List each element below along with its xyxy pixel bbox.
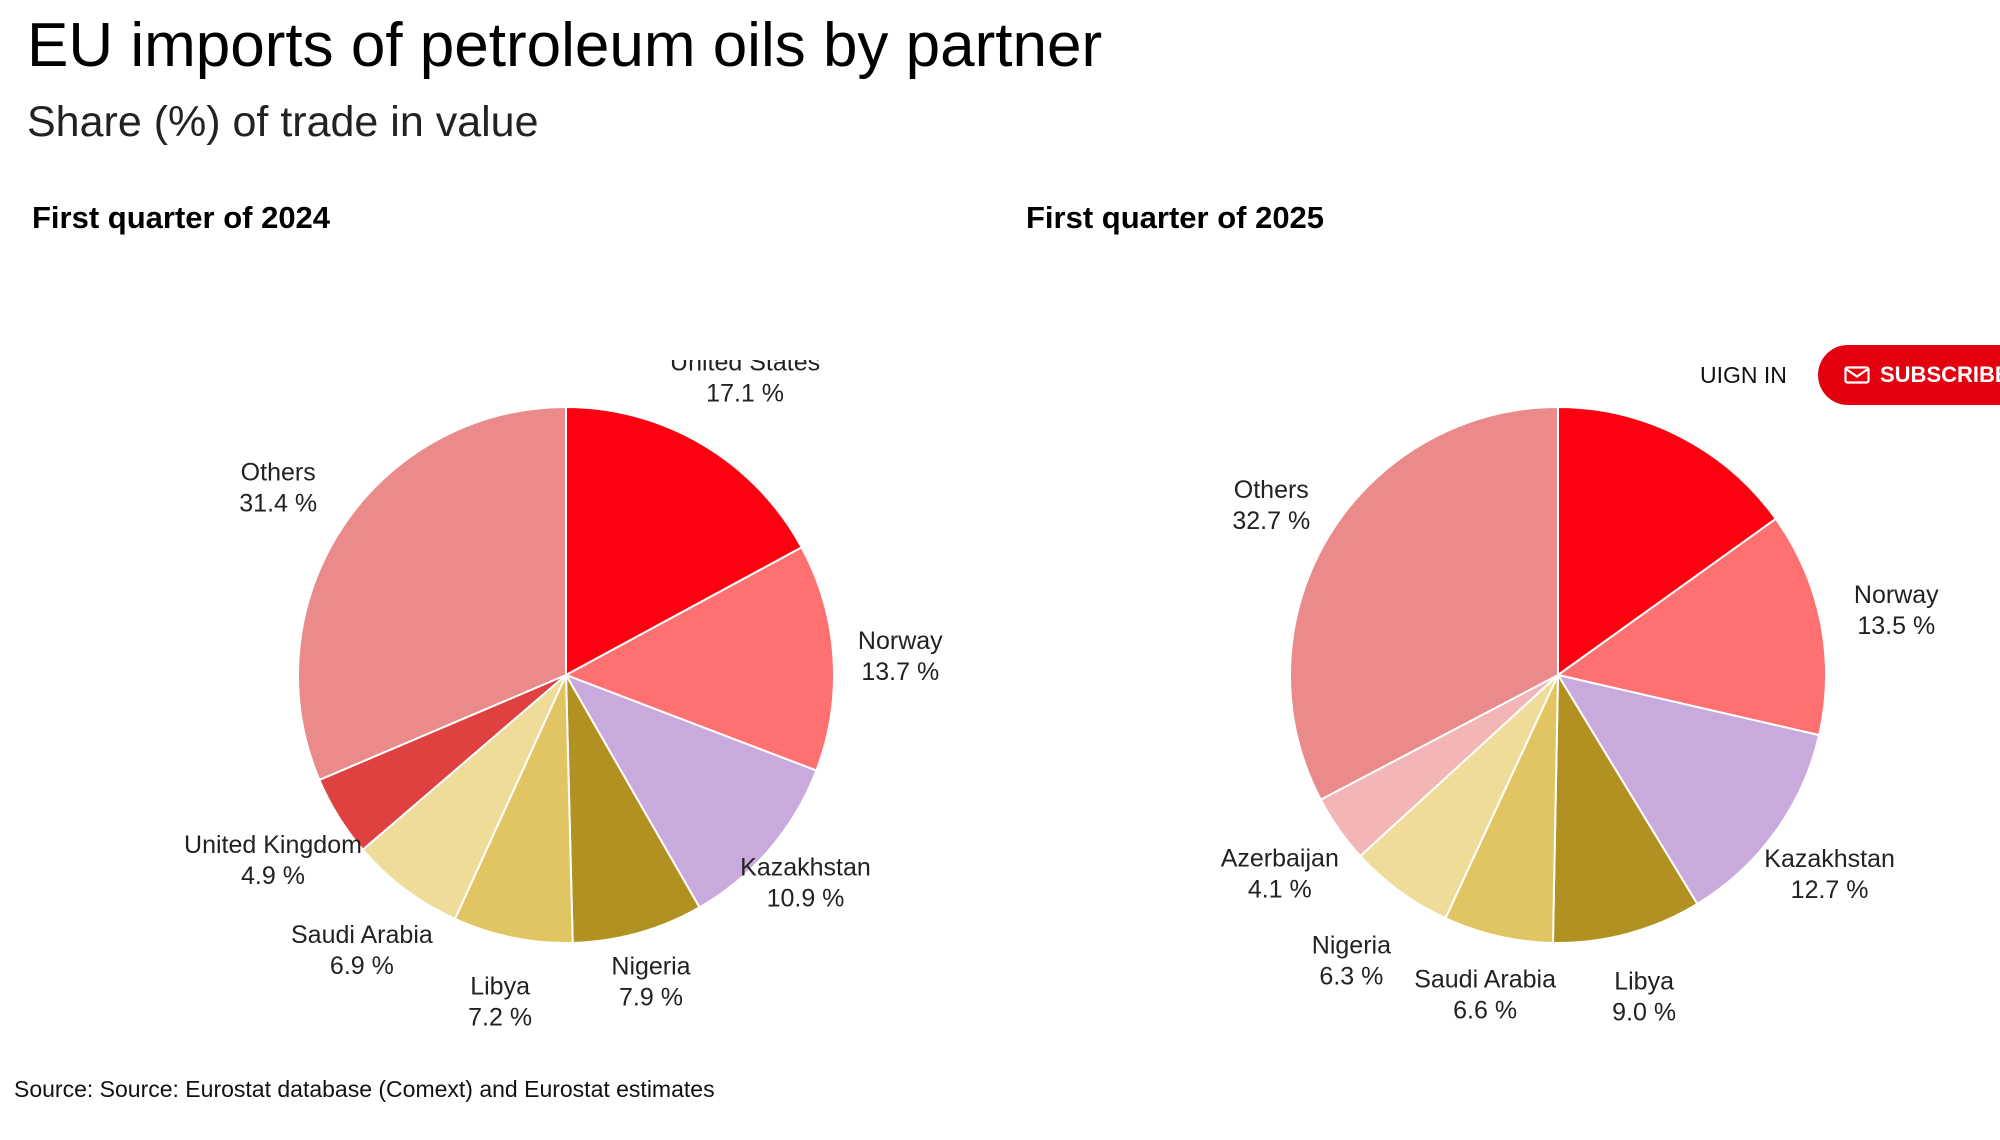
sign-in-link[interactable]: UIGN IN bbox=[1700, 362, 1787, 388]
slice-label-nigeria: Nigeria bbox=[611, 952, 690, 980]
slice-label-libya: Libya bbox=[470, 972, 530, 1000]
pie-title-2024: First quarter of 2024 bbox=[32, 200, 331, 235]
slice-value-libya: 9.0 % bbox=[1612, 999, 1676, 1027]
slice-value-libya: 7.2 % bbox=[468, 1003, 532, 1031]
slice-value-united-kingdom: 4.9 % bbox=[241, 862, 305, 890]
slice-label-saudi-arabia: Saudi Arabia bbox=[291, 921, 433, 949]
slice-value-kazakhstan: 10.9 % bbox=[767, 885, 845, 913]
slice-label-kazakhstan: Kazakhstan bbox=[1764, 845, 1895, 873]
pie-title-2025: First quarter of 2025 bbox=[1026, 200, 1325, 235]
slice-value-nigeria: 7.9 % bbox=[619, 983, 683, 1011]
slice-label-norway: Norway bbox=[1854, 581, 1939, 609]
slice-value-saudi-arabia: 6.9 % bbox=[330, 952, 394, 980]
slice-label-norway: Norway bbox=[858, 627, 943, 655]
source-note: Source: Source: Eurostat database (Comex… bbox=[14, 1076, 715, 1102]
chart-subtitle: Share (%) of trade in value bbox=[27, 98, 539, 146]
slice-value-others: 31.4 % bbox=[239, 490, 317, 518]
slice-value-nigeria: 6.3 % bbox=[1319, 963, 1383, 991]
pie-slice-saudi-arabia bbox=[361, 674, 567, 921]
slice-label-libya: Libya bbox=[1614, 968, 1674, 996]
mail-icon bbox=[1844, 366, 1870, 384]
pie-slice-kazakhstan bbox=[563, 673, 818, 909]
pie-slice-united-states bbox=[1557, 405, 1778, 677]
slice-value-azerbaijan: 4.1 % bbox=[1248, 876, 1312, 904]
slice-label-kazakhstan: Kazakhstan bbox=[740, 854, 871, 882]
slice-value-united-states: 17.1 % bbox=[706, 379, 784, 407]
slice-value-kazakhstan: 12.7 % bbox=[1791, 876, 1869, 904]
pie-slice-saudi-arabia bbox=[1444, 674, 1559, 944]
pie-slice-norway bbox=[1555, 517, 1827, 737]
subscribe-label: SUBSCRIBE bbox=[1880, 362, 2000, 387]
slice-value-others: 32.7 % bbox=[1232, 507, 1310, 535]
pie-slice-united-states bbox=[565, 405, 804, 677]
pie-chart-2025: Norway 13.5 % Kazakhstan 12.7 % Libya 9.0 % Sa… bbox=[1221, 405, 1939, 1027]
pie-slice-nigeria bbox=[565, 674, 701, 944]
slice-value-norway: 13.7 % bbox=[861, 658, 939, 686]
pie-slice-libya bbox=[453, 674, 574, 944]
pie-slice-kazakhstan bbox=[1555, 673, 1821, 906]
pie-slice-others bbox=[1289, 405, 1559, 802]
slice-label-united-kingdom: United Kingdom bbox=[184, 831, 362, 859]
slice-label-saudi-arabia: Saudi Arabia bbox=[1414, 966, 1556, 994]
pie-chart-2024: United States 17.1 % Norway 13.7 % Kazakhsta… bbox=[184, 360, 943, 1031]
slice-label-united-states: United States bbox=[670, 360, 820, 376]
slice-label-nigeria: Nigeria bbox=[1312, 932, 1391, 960]
pie-slice-others bbox=[297, 405, 567, 782]
pie-slice-norway bbox=[563, 546, 835, 772]
slice-label-azerbaijan: Azerbaijan bbox=[1221, 845, 1339, 873]
slice-value-norway: 13.5 % bbox=[1857, 612, 1935, 640]
subscribe-button[interactable]: SUBSCRIBE bbox=[1818, 345, 2000, 405]
pie-slice-libya bbox=[1551, 671, 1699, 944]
slice-value-saudi-arabia: 6.6 % bbox=[1453, 997, 1517, 1025]
slice-label-others: Others bbox=[1234, 476, 1309, 504]
slice-label-others: Others bbox=[241, 459, 316, 487]
chart-title: EU imports of petroleum oils by partner bbox=[27, 11, 1103, 80]
